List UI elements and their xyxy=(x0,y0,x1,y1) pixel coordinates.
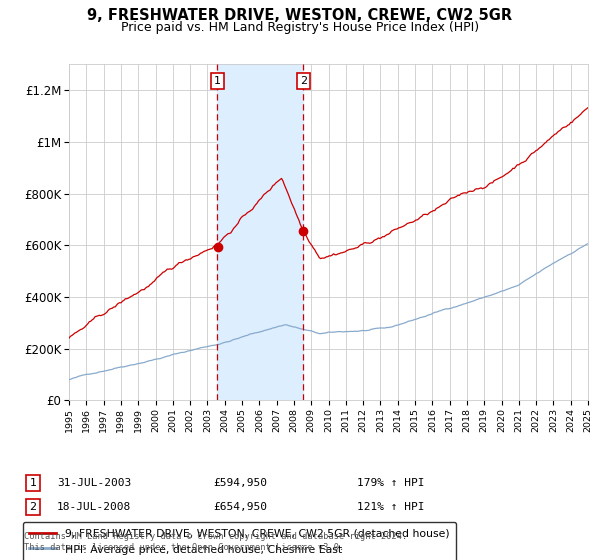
Text: Contains HM Land Registry data © Crown copyright and database right 2024.: Contains HM Land Registry data © Crown c… xyxy=(24,532,407,541)
Text: 2: 2 xyxy=(29,502,37,512)
Text: £594,950: £594,950 xyxy=(213,478,267,488)
Text: 2: 2 xyxy=(299,76,307,86)
Text: 1: 1 xyxy=(214,76,221,86)
Text: Price paid vs. HM Land Registry's House Price Index (HPI): Price paid vs. HM Land Registry's House … xyxy=(121,21,479,34)
Legend: 9, FRESHWATER DRIVE, WESTON, CREWE, CW2 5GR (detached house), HPI: Average price: 9, FRESHWATER DRIVE, WESTON, CREWE, CW2 … xyxy=(23,522,456,560)
Bar xyxy=(217,64,303,400)
Text: 179% ↑ HPI: 179% ↑ HPI xyxy=(357,478,425,488)
Text: 1: 1 xyxy=(29,478,37,488)
Text: £654,950: £654,950 xyxy=(213,502,267,512)
Text: 9, FRESHWATER DRIVE, WESTON, CREWE, CW2 5GR: 9, FRESHWATER DRIVE, WESTON, CREWE, CW2 … xyxy=(88,8,512,24)
Text: 18-JUL-2008: 18-JUL-2008 xyxy=(57,502,131,512)
Text: 31-JUL-2003: 31-JUL-2003 xyxy=(57,478,131,488)
Text: This data is licensed under the Open Government Licence v3.0.: This data is licensed under the Open Gov… xyxy=(24,543,344,552)
Text: 121% ↑ HPI: 121% ↑ HPI xyxy=(357,502,425,512)
